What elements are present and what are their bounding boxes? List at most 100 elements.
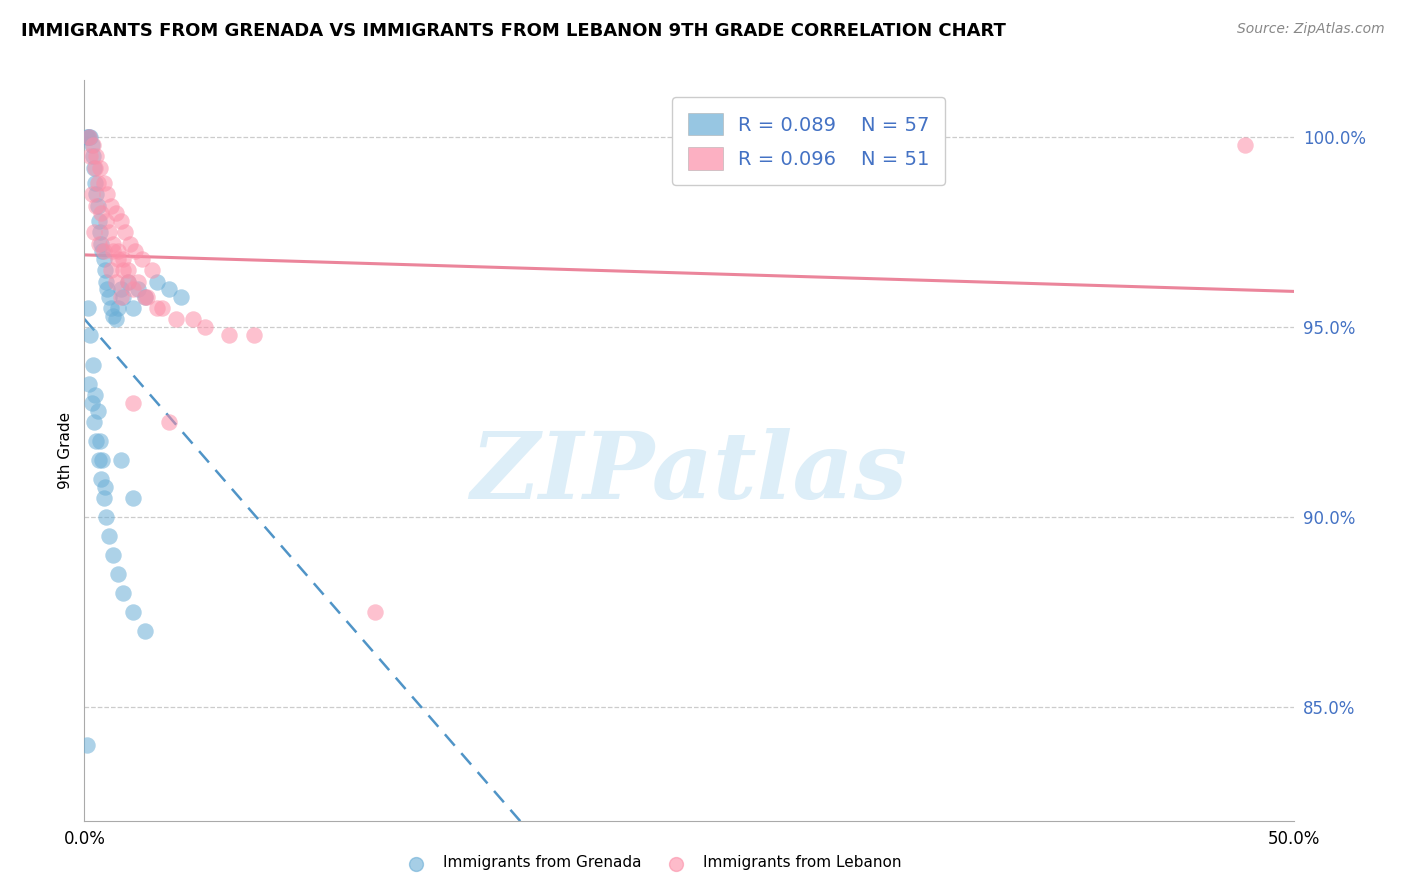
Point bbox=[77, 130, 100, 145]
Point bbox=[121, 491, 143, 505]
Point bbox=[117, 275, 139, 289]
Y-axis label: 9th Grade: 9th Grade bbox=[58, 412, 73, 489]
Point bbox=[94, 275, 117, 289]
Point bbox=[94, 509, 117, 524]
Point bbox=[86, 176, 108, 190]
Point bbox=[104, 206, 127, 220]
Point bbox=[91, 244, 114, 259]
Point bbox=[136, 290, 159, 304]
Point bbox=[100, 263, 122, 277]
Point bbox=[100, 198, 122, 212]
Point bbox=[131, 252, 153, 266]
Point bbox=[89, 161, 111, 175]
Point bbox=[100, 301, 122, 315]
Point bbox=[89, 434, 111, 448]
Point bbox=[107, 566, 129, 581]
Point bbox=[114, 225, 136, 239]
Text: IMMIGRANTS FROM GRENADA VS IMMIGRANTS FROM LEBANON 9TH GRADE CORRELATION CHART: IMMIGRANTS FROM GRENADA VS IMMIGRANTS FR… bbox=[21, 22, 1005, 40]
Point bbox=[112, 586, 135, 600]
Point bbox=[84, 161, 107, 175]
Point bbox=[84, 176, 107, 190]
Point bbox=[103, 309, 125, 323]
Point bbox=[112, 263, 135, 277]
Point bbox=[90, 206, 112, 220]
Point bbox=[86, 403, 108, 417]
Point bbox=[90, 472, 112, 486]
Point bbox=[134, 290, 156, 304]
Point bbox=[90, 236, 112, 251]
Point bbox=[97, 529, 120, 543]
Point bbox=[1234, 137, 1257, 152]
Point bbox=[83, 415, 105, 429]
Point bbox=[110, 290, 132, 304]
Point bbox=[93, 244, 115, 259]
Point bbox=[94, 263, 117, 277]
Point bbox=[87, 213, 110, 227]
Point bbox=[107, 244, 129, 259]
Point bbox=[82, 149, 104, 163]
Point bbox=[127, 282, 149, 296]
Point bbox=[146, 301, 169, 315]
Point bbox=[86, 434, 108, 448]
Point bbox=[83, 225, 105, 239]
Point bbox=[170, 290, 193, 304]
Point bbox=[80, 396, 103, 410]
Point bbox=[93, 176, 115, 190]
Point bbox=[86, 198, 108, 212]
Point bbox=[77, 130, 100, 145]
Point bbox=[117, 263, 139, 277]
Point bbox=[134, 624, 156, 638]
Point bbox=[110, 282, 132, 296]
Point bbox=[80, 187, 103, 202]
Point bbox=[134, 290, 156, 304]
Point bbox=[80, 137, 103, 152]
Point bbox=[120, 236, 142, 251]
Point bbox=[110, 213, 132, 227]
Legend: R = 0.089    N = 57, R = 0.096    N = 51: R = 0.089 N = 57, R = 0.096 N = 51 bbox=[672, 97, 945, 186]
Point bbox=[181, 312, 204, 326]
Point bbox=[104, 312, 127, 326]
Point bbox=[127, 275, 149, 289]
Point bbox=[97, 290, 120, 304]
Text: ZIPatlas: ZIPatlas bbox=[471, 427, 907, 517]
Point bbox=[79, 327, 101, 342]
Point bbox=[87, 236, 110, 251]
Point bbox=[121, 282, 143, 296]
Point bbox=[405, 857, 427, 871]
Point bbox=[194, 320, 217, 334]
Point bbox=[79, 130, 101, 145]
Point bbox=[96, 187, 118, 202]
Point bbox=[86, 187, 108, 202]
Text: Immigrants from Lebanon: Immigrants from Lebanon bbox=[703, 855, 901, 870]
Point bbox=[117, 275, 139, 289]
Point bbox=[93, 252, 115, 266]
Point bbox=[82, 358, 104, 372]
Point bbox=[121, 301, 143, 315]
Point bbox=[76, 738, 98, 752]
Point bbox=[107, 301, 129, 315]
Point bbox=[242, 327, 264, 342]
Point bbox=[77, 130, 100, 145]
Point bbox=[97, 225, 120, 239]
Point bbox=[103, 548, 125, 562]
Point bbox=[94, 479, 117, 493]
Point bbox=[150, 301, 173, 315]
Point bbox=[103, 236, 125, 251]
Point bbox=[84, 388, 107, 402]
Point bbox=[665, 857, 688, 871]
Point bbox=[77, 377, 100, 392]
Point bbox=[121, 605, 143, 619]
Point bbox=[146, 275, 169, 289]
Point bbox=[93, 491, 115, 505]
Point bbox=[76, 130, 98, 145]
Point bbox=[112, 252, 135, 266]
Point bbox=[96, 282, 118, 296]
Point bbox=[103, 244, 125, 259]
Point bbox=[157, 415, 180, 429]
Point bbox=[104, 275, 127, 289]
Point bbox=[79, 149, 101, 163]
Point bbox=[89, 225, 111, 239]
Text: Immigrants from Grenada: Immigrants from Grenada bbox=[443, 855, 641, 870]
Point bbox=[363, 605, 385, 619]
Point bbox=[77, 301, 100, 315]
